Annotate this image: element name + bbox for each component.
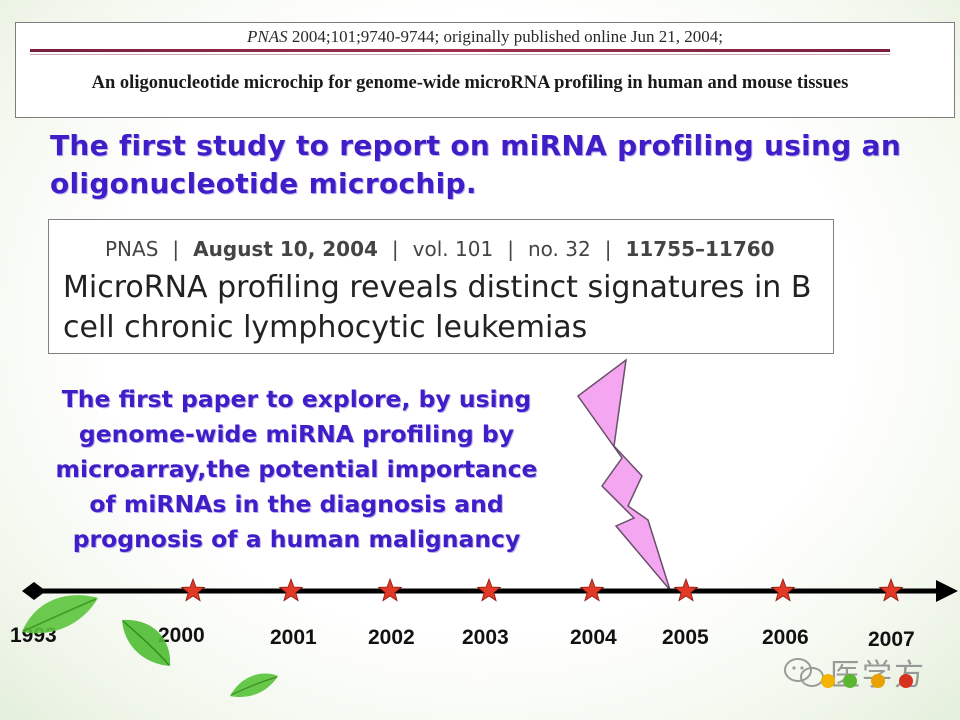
meta-journal: PNAS [105, 237, 159, 261]
citation-box-pnas-cll: PNAS | August 10, 2004 | vol. 101 | no. 32 | 117… [48, 219, 834, 354]
meta-number: no. 32 [527, 237, 591, 261]
meta-separator: | [604, 237, 612, 261]
lightning-bolt-pointer [576, 358, 671, 591]
citation-meta: PNAS | August 10, 2004 | vol. 101 | no. 32 | 117… [49, 237, 833, 261]
meta-separator: | [507, 237, 514, 261]
citation-title-cll: MicroRNA profiling reveals distinct sign… [63, 270, 812, 345]
timeline-year-2003: 2003 [462, 626, 509, 649]
meta-date: August 10, 2004 [193, 237, 378, 261]
timeline-arrowhead [936, 580, 958, 602]
meta-separator: | [172, 237, 180, 261]
leaf-icon [122, 619, 171, 666]
header-rule [30, 49, 890, 52]
timeline-start-diamond [22, 582, 46, 600]
timeline-star-2002 [377, 577, 403, 602]
note-first-study: The first study to report on miRNA profi… [50, 129, 902, 200]
citation-line: PNAS 2004;101;9740-9744; originally publ… [16, 27, 954, 47]
timeline-stars [180, 577, 904, 602]
meta-volume: vol. 101 [412, 237, 494, 261]
timeline-year-2007: 2007 [868, 628, 915, 651]
timeline-year-2005: 2005 [662, 626, 709, 649]
timeline-year-2000: 2000 [158, 624, 205, 647]
timeline-year-2002: 2002 [368, 626, 415, 649]
leaf-icon [230, 673, 278, 698]
leaf-icon [22, 595, 98, 634]
timeline-star-2001 [278, 577, 304, 602]
citation-details: 2004;101;9740-9744; originally published… [287, 27, 723, 46]
citation-box-pnas-2004-microchip: PNAS 2004;101;9740-9744; originally publ… [15, 22, 955, 118]
timeline-star-2006 [770, 577, 796, 602]
timeline-year-2004: 2004 [570, 626, 617, 649]
citation-journal: PNAS [247, 27, 288, 46]
timeline-star-2007 [878, 577, 904, 602]
timeline-year-2001: 2001 [270, 626, 317, 649]
citation-title: An oligonucleotide microchip for genome-… [91, 73, 849, 93]
timeline-star-2004 [579, 577, 605, 602]
note-first-paper: The first paper to explore, by using gen… [55, 385, 538, 553]
watermark-dots [821, 674, 913, 688]
timeline-axis [22, 577, 958, 602]
timeline-star-2003 [476, 577, 502, 602]
timeline-star-2005 [673, 577, 699, 602]
meta-pages: 11755–11760 [625, 237, 775, 261]
timeline-star-2000 [180, 577, 206, 602]
timeline-year-2006: 2006 [762, 626, 809, 649]
bolt-shape [576, 358, 671, 591]
meta-separator: | [391, 237, 399, 261]
header-subrule [30, 54, 890, 55]
